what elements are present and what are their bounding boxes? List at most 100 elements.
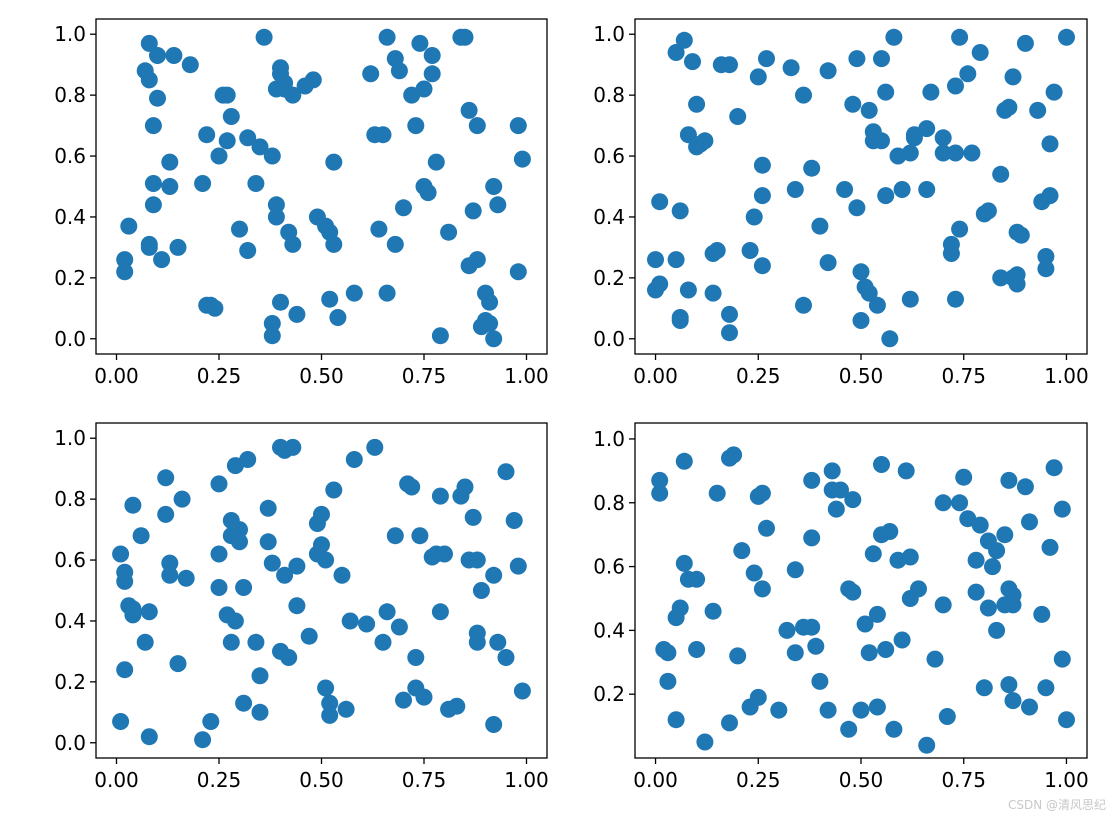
scatter-point — [386, 235, 404, 253]
scatter-point — [786, 644, 804, 662]
x-tick-label: 0.25 — [736, 364, 781, 388]
y-tick-label: 0.8 — [54, 83, 86, 107]
scatter-point — [239, 242, 257, 259]
scatter-point — [811, 672, 829, 690]
scatter-point — [313, 536, 330, 554]
scatter-point — [778, 621, 796, 639]
scatter-point — [901, 144, 919, 162]
scatter-point — [881, 330, 899, 348]
scatter-point — [276, 566, 294, 584]
scatter-point — [963, 144, 981, 162]
scatter-point — [489, 196, 507, 214]
y-tick-label: 0.4 — [54, 205, 86, 229]
x-tick-label: 1.00 — [1044, 364, 1089, 388]
scatter-point — [947, 290, 964, 308]
scatter-point — [317, 679, 335, 697]
scatter-point — [259, 499, 277, 517]
scatter-point — [877, 187, 895, 205]
scatter-point — [325, 235, 343, 253]
scatter-point — [901, 548, 919, 566]
scatter-point — [407, 649, 425, 666]
scatter-point — [116, 263, 134, 281]
y-tick-label: 0.6 — [54, 144, 86, 168]
scatter-point — [741, 242, 759, 259]
scatter-point — [321, 706, 339, 724]
scatter-point — [321, 694, 339, 712]
scatter-point — [1000, 471, 1018, 489]
scatter-point — [651, 484, 669, 502]
scatter-point — [868, 605, 886, 623]
scatter-point — [460, 101, 478, 119]
scatter-point — [390, 618, 408, 636]
scatter-point — [1004, 586, 1022, 604]
scatter-point — [955, 468, 973, 486]
scatter-point — [288, 557, 306, 575]
scatter-point — [942, 235, 960, 253]
scatter-point — [468, 633, 486, 651]
scatter-point — [436, 545, 453, 563]
scatter-point — [288, 305, 306, 323]
scatter-point — [667, 44, 685, 61]
scatter-point — [922, 83, 940, 101]
scatter-point — [959, 65, 977, 83]
scatter-point — [210, 545, 228, 563]
scatter-point — [877, 83, 895, 101]
scatter-point — [971, 516, 989, 534]
scatter-point — [1058, 28, 1075, 46]
scatter-point — [679, 126, 697, 144]
y-tick-label: 0.4 — [54, 609, 86, 633]
scatter-point — [177, 569, 195, 587]
scatter-point — [782, 59, 800, 77]
scatter-point — [688, 570, 706, 588]
scatter-point — [497, 649, 515, 666]
scatter-point — [1000, 98, 1018, 116]
scatter-point — [873, 50, 890, 68]
scatter-point — [144, 117, 162, 135]
scatter-point — [276, 80, 294, 98]
scatter-point — [749, 688, 767, 706]
scatter-point — [856, 615, 874, 633]
scatter-point — [1037, 260, 1055, 278]
scatter-point — [136, 62, 154, 80]
scatter-point — [485, 566, 503, 584]
scatter-point — [395, 691, 412, 709]
scatter-point — [419, 184, 437, 202]
scatter-point — [226, 612, 244, 630]
scatter-point — [235, 694, 253, 712]
scatter-point — [1045, 459, 1063, 477]
scatter-point — [934, 129, 952, 147]
scatter-point — [1021, 698, 1038, 716]
scatter-point — [427, 153, 445, 171]
scatter-point — [992, 269, 1010, 287]
scatter-point — [881, 523, 899, 540]
scatter-point — [395, 199, 412, 217]
scatter-point — [513, 682, 531, 700]
scatter-point — [263, 327, 281, 345]
x-tick-label: 0.50 — [839, 364, 884, 388]
scatter-point — [868, 296, 886, 314]
scatter-point — [481, 293, 499, 311]
scatter-point — [509, 117, 527, 135]
scatter-points-2 — [647, 28, 1075, 348]
scatter-point — [341, 612, 359, 630]
scatter-point — [333, 566, 351, 584]
scatter-point — [758, 519, 775, 537]
scatter-point — [485, 330, 503, 348]
x-tick-label: 0.00 — [633, 364, 678, 388]
scatter-point — [753, 156, 771, 174]
subplot-3: 0.00 0.25 0.50 0.75 1.00 0.0 0.2 0.4 0.6 0.8 1.0 — [54, 422, 549, 792]
x-tick-label: 0.50 — [299, 768, 344, 792]
scatter-point — [934, 144, 952, 162]
scatter-point — [267, 196, 285, 214]
scatter-point — [1045, 83, 1063, 101]
scatter-point — [1058, 711, 1075, 729]
scatter-point — [403, 478, 421, 496]
scatter-point — [251, 138, 269, 156]
scatter-point — [811, 217, 829, 235]
y-tick-label: 0.2 — [54, 266, 86, 290]
x-tick-label: 0.25 — [197, 768, 242, 792]
scatter-point — [733, 542, 751, 560]
scatter-point — [509, 557, 527, 575]
scatter-point — [144, 175, 162, 192]
scatter-point — [877, 641, 895, 658]
